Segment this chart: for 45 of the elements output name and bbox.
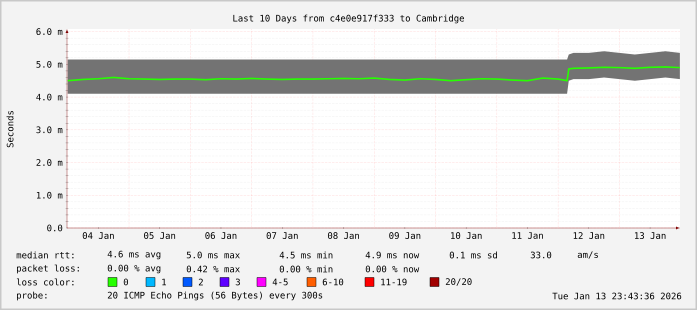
text: 33.0 — [530, 252, 552, 258]
text: Tue Jan 13 23:43:36 2026 — [552, 292, 682, 300]
legend-label: 3 — [236, 278, 240, 286]
text: probe: — [17, 292, 46, 300]
x-tick-label: 11 Jan — [512, 232, 543, 239]
legend-label: 2 — [198, 278, 203, 286]
text: 4.6 ms avg — [108, 250, 160, 260]
legend-label: 4-5 — [272, 278, 288, 286]
text: 0.00 % now — [366, 266, 420, 272]
y-tick-label: 0.0 — [47, 224, 62, 232]
legend-label: 1 — [162, 278, 166, 286]
x-tick-label: 10 Jan — [451, 232, 482, 239]
y-tick-label: 2.0 m — [36, 159, 62, 166]
text: 0.00 % min — [280, 266, 332, 272]
y-tick-label: 6.0 m — [36, 28, 62, 36]
text: 5.0 ms max — [186, 252, 240, 258]
x-tick-label: 08 Jan — [328, 232, 359, 239]
y-tick-label: 3.0 m — [36, 126, 62, 134]
text: 0.00 % avg — [108, 264, 160, 274]
x-tick-label: 06 Jan — [205, 232, 236, 239]
legend-title: loss color: — [16, 278, 74, 286]
y-tick-label: 4.0 m — [36, 94, 62, 100]
y-tick-label: 1.0 m — [36, 192, 62, 199]
line-series — [66, 66, 681, 82]
y-tick-label: 5.0 m — [36, 60, 62, 68]
text: 4.5 ms min — [280, 252, 332, 258]
legend-label: 0 — [124, 278, 128, 286]
legend-label: 20/20 — [446, 278, 472, 286]
x-tick-label: 13 Jan — [634, 232, 666, 239]
y-axis-title: Seconds — [6, 110, 14, 148]
text: packet loss: — [17, 264, 79, 274]
text: 20 ICMP Echo Pings (56 Bytes) every 300s — [108, 292, 322, 300]
x-tick-label: 09 Jan — [389, 232, 420, 239]
x-tick-label: 07 Jan — [266, 232, 298, 239]
x-tick-label: 05 Jan — [144, 232, 176, 239]
text: 4.9 ms now — [366, 252, 420, 258]
text: am/s — [578, 251, 598, 259]
x-tick-label: 04 Jan — [82, 232, 114, 239]
text: 0.42 % max — [186, 266, 240, 272]
x-tick-label: 12 Jan — [574, 232, 604, 239]
legend-label: 6-10 — [322, 278, 344, 286]
text: 0.1 ms sd — [450, 252, 497, 258]
legend-label: 11-19 — [381, 278, 407, 286]
text: median rtt: — [16, 252, 74, 258]
chart-title: Last 10 Days from c4e0e917f333 to Cambridge — [233, 14, 464, 24]
